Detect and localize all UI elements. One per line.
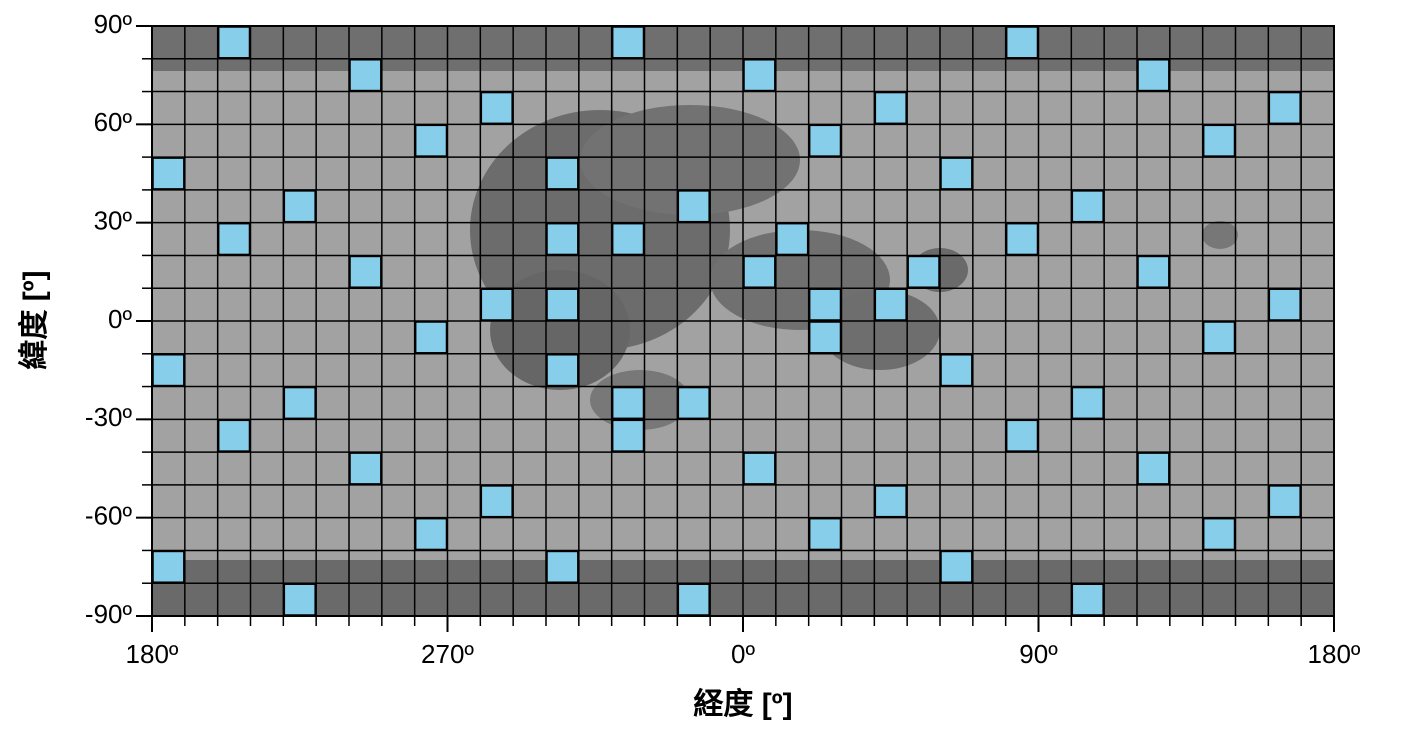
y-tick-label: 30º [94,206,133,236]
cell-marker [217,26,251,59]
cell-marker [480,288,513,321]
cell-marker [743,59,776,92]
cell-marker [283,190,316,223]
cells [152,26,1301,616]
y-tick-label: -90º [85,599,133,629]
y-tick-label: 90º [94,9,133,39]
y-tick-label: 60º [94,107,133,137]
cell-marker [874,485,907,518]
cell-marker [611,386,645,420]
cell-marker [480,485,513,518]
cell-marker [940,550,973,583]
cell-marker [1202,517,1236,551]
cell-marker [1137,255,1170,288]
cell-marker [217,419,251,452]
cell-marker [1071,583,1104,616]
cell-marker [1005,26,1039,59]
cell-marker [874,288,907,321]
cell-marker [808,321,842,354]
cell-marker [152,550,185,583]
cell-marker [677,386,710,420]
cell-marker [743,255,776,288]
cell-marker [152,354,185,387]
x-axis-label: 経度 [º] [693,687,792,721]
cell-marker [743,452,776,485]
cell-marker [349,59,382,92]
x-tick-label: 270º [421,639,474,669]
cell-marker [349,452,382,485]
cell-marker [1071,386,1104,420]
cell-marker [808,517,842,551]
cell-marker [940,157,973,190]
y-tick-label: 0º [108,304,132,334]
cell-marker [414,124,448,157]
cell-marker [776,222,809,256]
cell-marker [907,255,940,288]
cell-marker [1268,288,1301,321]
y-tick-label: -30º [85,402,133,432]
cell-marker [1071,190,1104,223]
cell-marker [611,419,645,452]
y-axis-label: 緯度 [º] [18,270,51,369]
cell-marker [480,91,513,125]
cell-marker [152,157,185,190]
cell-marker [546,354,579,387]
cell-marker [349,255,382,288]
cell-marker [546,222,579,256]
cell-marker [1137,59,1170,92]
cell-marker [611,222,645,256]
cell-marker [677,190,710,223]
cell-marker [283,583,316,616]
cell-marker [1268,91,1301,125]
cell-marker [414,517,448,551]
cell-marker [1268,485,1301,518]
cell-marker [677,583,710,616]
x-tick-label: 180º [126,639,179,669]
cell-marker [546,288,579,321]
x-tick-label: 180º [1308,639,1361,669]
cell-marker [546,157,579,190]
axes: 180º 270º 0º 90º 180º 90º 60º 30º 0º -30º -60º -90º [85,9,1361,669]
cell-marker [283,386,316,420]
cell-marker [611,26,645,59]
cell-marker [940,354,973,387]
cell-marker [808,124,842,157]
cell-marker [1005,419,1039,452]
cell-marker [217,222,251,256]
cell-marker [1202,124,1236,157]
cell-marker [546,550,579,583]
y-tick-label: -60º [85,501,133,531]
cell-marker [808,288,842,321]
cell-marker [1202,321,1236,354]
cell-marker [1005,222,1039,256]
x-tick-label: 0º [731,639,755,669]
cell-marker [874,91,907,125]
cell-marker [414,321,448,354]
cell-marker [1137,452,1170,485]
x-tick-label: 90º [1019,639,1058,669]
